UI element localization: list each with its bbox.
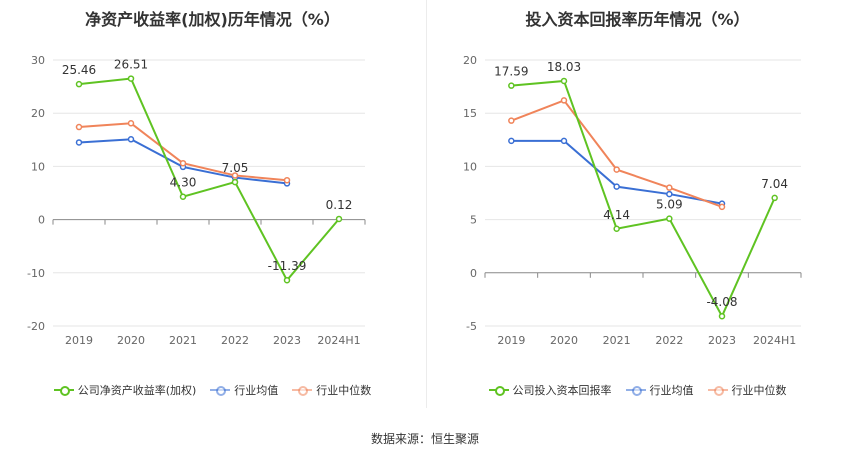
x-tick-label: 2023 <box>708 334 736 347</box>
data-point <box>666 190 673 198</box>
y-tick-label: -20 <box>27 320 45 333</box>
legend-item[interactable]: 公司投入资本回报率 <box>488 382 612 398</box>
data-point <box>75 123 83 131</box>
data-point <box>613 183 620 190</box>
roic-line-chart: -5 0 5 10 15 20 2019 2020 2021 2022 2023 2024H1 17.5… <box>463 54 802 347</box>
x-tick-label: 2022 <box>655 334 683 347</box>
x-tick-label: 2020 <box>117 334 145 347</box>
y-tick-label: 10 <box>463 160 477 173</box>
x-tick-label: 2024H1 <box>753 334 796 347</box>
data-point <box>75 139 83 146</box>
x-tick-label: 2022 <box>221 334 249 347</box>
data-point <box>75 80 83 88</box>
legend-label: 公司净资产收益率(加权) <box>77 384 197 397</box>
series-line <box>78 122 288 182</box>
data-point <box>718 203 726 211</box>
legend-label: 行业中位数 <box>316 384 372 397</box>
legend-marker-icon <box>210 385 231 396</box>
data-label: 26.51 <box>114 58 148 72</box>
data-point <box>666 215 673 222</box>
data-point <box>127 136 135 143</box>
legend-marker-icon <box>292 385 313 396</box>
data-point <box>231 172 239 179</box>
y-tick-label: 20 <box>31 107 45 120</box>
x-tick-label: 2023 <box>273 334 301 347</box>
y-tick-label: 5 <box>470 214 477 227</box>
legend-item[interactable]: 行业均值 <box>625 382 694 398</box>
legend-item[interactable]: 行业中位数 <box>292 382 371 398</box>
data-point <box>666 184 673 191</box>
data-label: 18.03 <box>547 60 581 74</box>
roe-chart-panel: 净资产收益率(加权)历年情况（%） -20 -10 0 10 20 30 2019 2020 2… <box>0 0 425 420</box>
chart-title: 净资产收益率(加权)历年情况（%） <box>85 10 340 29</box>
y-tick-label: 0 <box>470 267 477 280</box>
data-point <box>508 82 515 89</box>
data-label: 7.04 <box>761 177 788 191</box>
roic-chart-panel: 投入资本回报率历年情况（%） -5 0 5 10 15 20 2019 2020 2021 202… <box>425 0 850 420</box>
legend-item[interactable]: 行业均值 <box>210 382 278 398</box>
data-point <box>508 137 515 145</box>
legend-label: 行业均值 <box>649 384 694 397</box>
data-point <box>179 159 187 167</box>
data-point <box>127 75 135 82</box>
legend-item[interactable]: 行业中位数 <box>707 382 787 398</box>
data-point <box>283 176 291 184</box>
data-point <box>613 225 620 233</box>
data-label: 4.30 <box>170 176 197 190</box>
legend-label: 公司投入资本回报率 <box>512 384 612 397</box>
data-point <box>127 120 135 127</box>
series-line <box>511 79 776 319</box>
data-point <box>231 178 239 186</box>
data-label: 17.59 <box>494 65 528 79</box>
panel-divider <box>426 0 427 408</box>
legend-label: 行业均值 <box>234 384 279 397</box>
data-label: -4.08 <box>706 295 737 309</box>
data-point <box>613 166 620 173</box>
data-point <box>771 194 778 202</box>
data-label: 7.05 <box>222 161 249 175</box>
series-line <box>510 99 723 208</box>
data-label: -11.39 <box>268 259 307 273</box>
data-point <box>560 77 568 85</box>
x-tick-label: 2019 <box>497 334 525 347</box>
y-tick-label: 0 <box>38 214 45 227</box>
y-tick-label: 20 <box>463 54 477 67</box>
data-point <box>335 215 343 223</box>
x-tick-label: 2024H1 <box>317 334 360 347</box>
chart-legend: 公司投入资本回报率 行业均值 行业中位数 <box>425 382 850 398</box>
legend-marker-icon <box>53 385 74 396</box>
y-tick-label: 15 <box>463 107 477 120</box>
data-point <box>718 312 726 320</box>
data-point <box>283 276 291 284</box>
chart-title: 投入资本回报率历年情况（%） <box>525 10 750 29</box>
data-label: 25.46 <box>62 63 96 77</box>
data-label: 5.09 <box>656 198 683 212</box>
legend-marker-icon <box>707 385 728 396</box>
y-tick-label: 10 <box>31 160 45 173</box>
data-point <box>560 137 568 145</box>
data-label: 4.14 <box>603 208 630 222</box>
chart-legend: 公司净资产收益率(加权) 行业均值 行业中位数 <box>0 382 425 398</box>
data-point <box>508 117 515 124</box>
legend-item[interactable]: 公司净资产收益率(加权) <box>53 382 197 398</box>
data-point <box>560 97 568 104</box>
roe-line-chart: -20 -10 0 10 20 30 2019 2020 2021 2022 2023 2024H1 2… <box>27 54 366 347</box>
legend-marker-icon <box>625 385 646 396</box>
y-tick-label: -10 <box>27 267 45 280</box>
data-source-note: 数据来源：恒生聚源 <box>370 432 479 446</box>
y-tick-label: 30 <box>31 54 45 67</box>
x-tick-label: 2019 <box>65 334 93 347</box>
x-tick-label: 2021 <box>603 334 631 347</box>
data-label: 0.12 <box>326 198 353 212</box>
y-tick-label: -5 <box>466 320 477 333</box>
x-tick-label: 2020 <box>550 334 578 347</box>
x-tick-label: 2021 <box>169 334 197 347</box>
series-line <box>78 77 340 282</box>
legend-label: 行业中位数 <box>731 384 787 397</box>
legend-marker-icon <box>488 385 509 396</box>
data-point <box>179 193 187 200</box>
